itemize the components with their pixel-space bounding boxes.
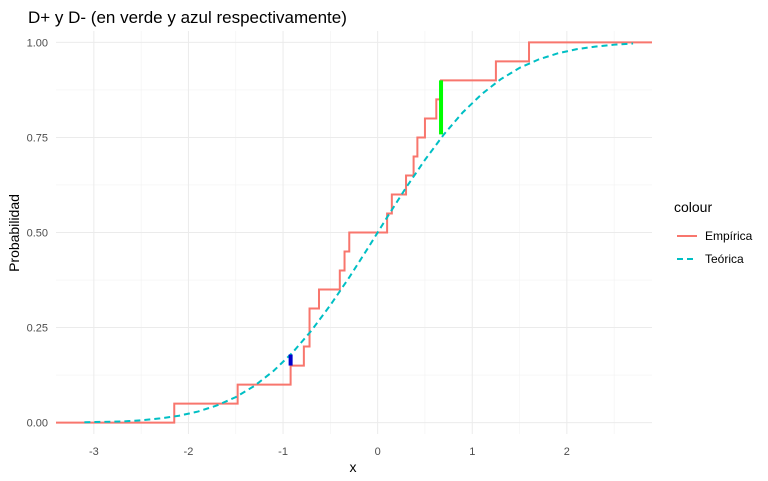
y-tick-label: 0.25 (27, 323, 48, 335)
y-tick-label: 0.00 (27, 418, 48, 430)
x-tick-label: 0 (375, 446, 381, 458)
chart-title: D+ y D- (en verde y azul respectivamente… (28, 8, 347, 27)
legend-title: colour (674, 199, 712, 215)
legend-label-teorica: Teórica (705, 252, 744, 266)
series-layer (56, 41, 652, 424)
series-line-1 (84, 42, 634, 424)
ticks-layer: -3 -2 -1 0 1 2 0.00 0.25 0.50 0.75 1.00 (27, 37, 570, 458)
legend: colour Empírica Teórica (674, 199, 753, 266)
x-tick-label: 1 (469, 446, 475, 458)
x-tick-label: -1 (278, 446, 288, 458)
x-axis-label: x (350, 459, 357, 475)
y-tick-label: 0.50 (27, 228, 48, 240)
x-tick-label: 2 (564, 446, 570, 458)
y-axis-label: Probabilidad (6, 194, 22, 272)
x-tick-label: -2 (184, 446, 194, 458)
y-tick-label: 0.75 (27, 132, 48, 144)
annotations-layer (288, 80, 444, 366)
x-tick-label: -3 (89, 446, 99, 458)
series-line-0 (56, 41, 652, 424)
y-tick-label: 1.00 (27, 37, 48, 49)
legend-label-empirica: Empírica (705, 229, 753, 243)
